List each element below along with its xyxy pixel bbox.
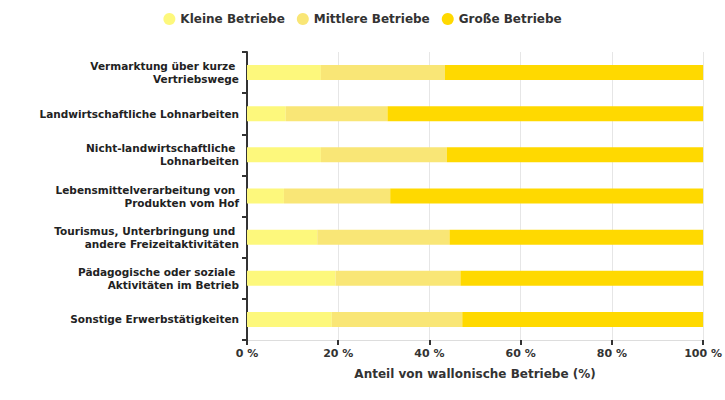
svg-text:100 %: 100 % xyxy=(684,347,722,360)
svg-text:Vermarktung über kurze: Vermarktung über kurze xyxy=(90,60,239,72)
svg-text:0 %: 0 % xyxy=(236,347,259,360)
svg-text:Sonstige Erwerbstätigkeiten: Sonstige Erwerbstätigkeiten xyxy=(70,313,239,325)
svg-text:Lohnarbeiten: Lohnarbeiten xyxy=(160,155,239,167)
svg-text:Anteil von wallonische Betrieb: Anteil von wallonische Betriebe (%) xyxy=(354,367,595,381)
svg-text:Kleine Betriebe: Kleine Betriebe xyxy=(180,12,284,26)
svg-text:Vertriebswege: Vertriebswege xyxy=(153,73,239,85)
svg-text:Produkten vom Hof: Produkten vom Hof xyxy=(124,197,239,209)
svg-text:Nicht-landwirtschaftliche: Nicht-landwirtschaftliche xyxy=(86,142,239,154)
svg-text:20 %: 20 % xyxy=(323,347,353,360)
svg-text:Aktivitäten im Betrieb: Aktivitäten im Betrieb xyxy=(108,279,240,291)
svg-text:Pädagogische oder soziale: Pädagogische oder soziale xyxy=(78,266,239,278)
svg-text:Landwirtschaftliche Lohnarbeit: Landwirtschaftliche Lohnarbeiten xyxy=(39,108,239,120)
svg-text:Große Betriebe: Große Betriebe xyxy=(459,12,562,26)
svg-text:Mittlere Betriebe: Mittlere Betriebe xyxy=(314,12,430,26)
svg-text:80 %: 80 % xyxy=(597,347,627,360)
svg-text:40 %: 40 % xyxy=(414,347,444,360)
svg-text:60 %: 60 % xyxy=(506,347,536,360)
svg-text:andere Freizeitaktivitäten: andere Freizeitaktivitäten xyxy=(85,238,239,250)
svg-text:Tourismus, Unterbringung und: Tourismus, Unterbringung und xyxy=(54,225,239,237)
svg-text:Lebensmittelverarbeitung von: Lebensmittelverarbeitung von xyxy=(56,184,239,196)
